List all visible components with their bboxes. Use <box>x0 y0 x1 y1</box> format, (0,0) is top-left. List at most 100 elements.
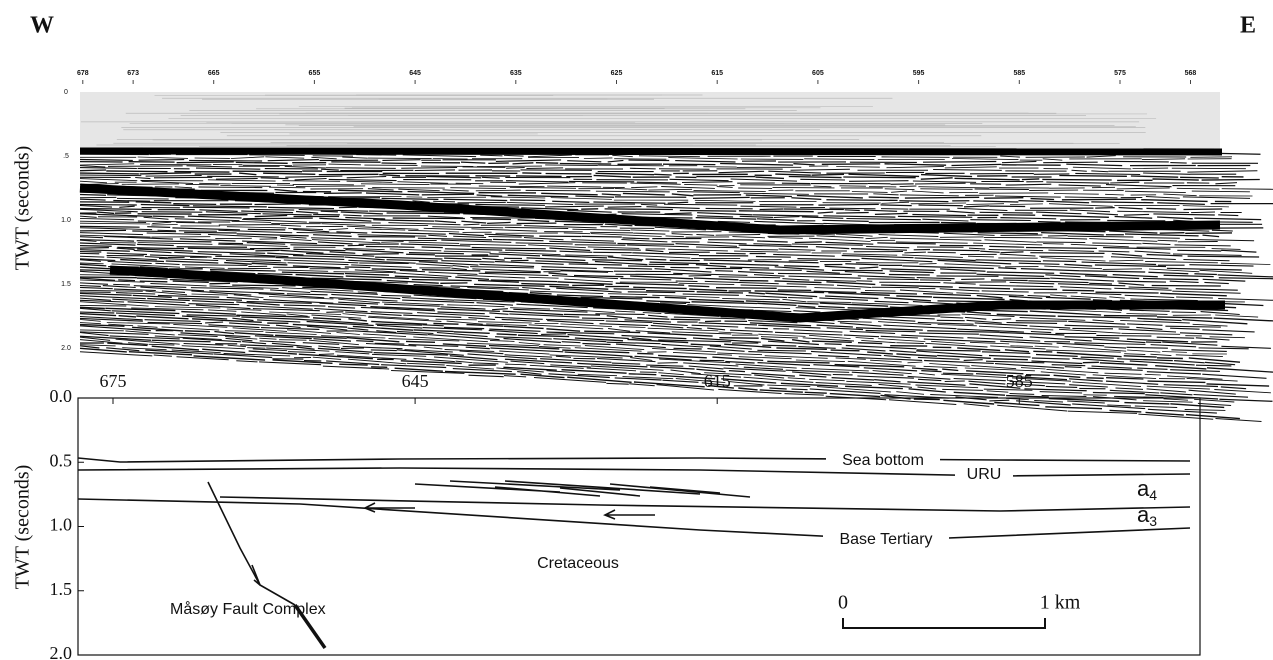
shotpoint-label: 673 <box>127 70 139 77</box>
reflection <box>79 232 1230 262</box>
west-label: W <box>30 13 54 39</box>
reflection <box>79 235 1254 267</box>
reflection <box>79 319 1223 380</box>
reflection <box>79 222 1241 250</box>
x-tick-label: 675 <box>100 371 127 391</box>
reflector <box>79 147 1223 156</box>
y-axis-title: TWT (seconds) <box>12 146 34 271</box>
reflection <box>79 217 1218 243</box>
shotpoint-label: 615 <box>711 70 723 77</box>
y-axis-title: TWT (seconds) <box>12 465 34 590</box>
reflection <box>79 292 1218 343</box>
east-label: E <box>1240 13 1256 39</box>
reflection <box>79 242 1273 278</box>
reflection <box>79 234 1271 265</box>
reflection <box>79 180 1250 194</box>
scale-start: 0 <box>838 592 848 614</box>
unit-label: a4 <box>1137 476 1157 503</box>
reflection <box>79 301 1227 355</box>
reflection <box>79 331 1236 395</box>
reflection <box>79 160 1251 167</box>
reflection <box>79 165 1258 173</box>
shotpoint-label: 625 <box>611 70 623 77</box>
shotpoint-label: 645 <box>409 70 421 77</box>
scale-end: 1 km <box>1040 592 1081 614</box>
base-tertiary-label: Base Tertiary <box>839 531 932 548</box>
shotpoint-label: 678 <box>77 70 89 77</box>
fault-arrow <box>251 564 261 586</box>
unit-letter: a <box>1137 502 1150 527</box>
scale-bar <box>842 618 1046 629</box>
y-tick-label: 1.5 <box>61 281 71 288</box>
reflection <box>79 322 1238 382</box>
shotpoint-label: 665 <box>208 70 220 77</box>
reflection <box>79 323 1270 387</box>
reflection <box>79 259 1273 301</box>
reflection <box>80 156 1232 161</box>
uru-line <box>77 467 1191 477</box>
shotpoint-label: 585 <box>1013 70 1025 77</box>
reflection <box>79 306 1241 363</box>
uru-label: URU <box>967 466 1002 483</box>
reflector <box>79 183 1221 235</box>
y-tick-label: 0.0 <box>50 386 73 406</box>
reflection <box>79 172 1260 182</box>
reflection <box>79 258 1227 297</box>
reflection <box>79 176 1236 188</box>
reflection <box>79 239 1253 274</box>
reflection <box>79 238 1242 271</box>
unit-index: 4 <box>1149 487 1157 503</box>
reflection <box>79 345 1217 414</box>
reflection <box>79 246 1246 282</box>
reflection <box>79 252 1238 291</box>
arrows <box>363 502 655 520</box>
y-tick-label: 2.0 <box>50 643 73 660</box>
reflection <box>79 158 1259 164</box>
seismic-panel <box>79 92 1273 423</box>
x-tick-label: 645 <box>402 371 429 391</box>
base-tertiary-line <box>77 498 1191 541</box>
y-tick-label: 0 <box>64 89 68 96</box>
y-tick-label: 0.5 <box>50 450 73 470</box>
reflection <box>79 307 1236 366</box>
y-tick-label: 1.0 <box>61 217 71 224</box>
reflection <box>79 311 1232 367</box>
reflection <box>79 163 1246 170</box>
shotpoint-label: 575 <box>1114 70 1126 77</box>
fault-label: Måsøy Fault Complex <box>170 600 326 618</box>
fault <box>293 603 327 650</box>
reflection <box>79 336 1235 403</box>
reflection <box>79 289 1245 339</box>
reflection <box>79 295 1271 349</box>
seismic-noise <box>80 92 1220 150</box>
reflection <box>79 347 1240 420</box>
reflection <box>79 178 1273 190</box>
a4-base-line <box>219 496 1191 512</box>
reflection <box>79 225 1257 253</box>
shotpoint-label: 605 <box>812 70 824 77</box>
reflection <box>79 167 1237 176</box>
reflection <box>79 329 1271 394</box>
reflection <box>79 335 1273 402</box>
sea-bottom-line <box>77 457 1191 463</box>
reflection <box>79 244 1273 280</box>
reflection <box>79 351 1262 423</box>
reflection <box>79 312 1273 373</box>
reflection <box>79 183 1253 197</box>
reflection <box>79 297 1249 350</box>
y-tick-label: .5 <box>63 153 69 160</box>
reflection <box>79 342 1225 409</box>
reflection <box>79 174 1238 185</box>
reflection <box>79 299 1227 352</box>
unit-label: a3 <box>1137 502 1157 529</box>
y-tick-label: 1.5 <box>50 579 73 599</box>
unit-index: 3 <box>1149 513 1157 529</box>
x-tick-label: 585 <box>1006 371 1033 391</box>
label-bg <box>823 530 949 550</box>
horizons <box>77 457 1191 650</box>
shotpoint-label: 635 <box>510 70 522 77</box>
reflection <box>79 255 1241 294</box>
fault <box>207 481 296 606</box>
sea-bottom-label: Sea bottom <box>842 452 924 469</box>
